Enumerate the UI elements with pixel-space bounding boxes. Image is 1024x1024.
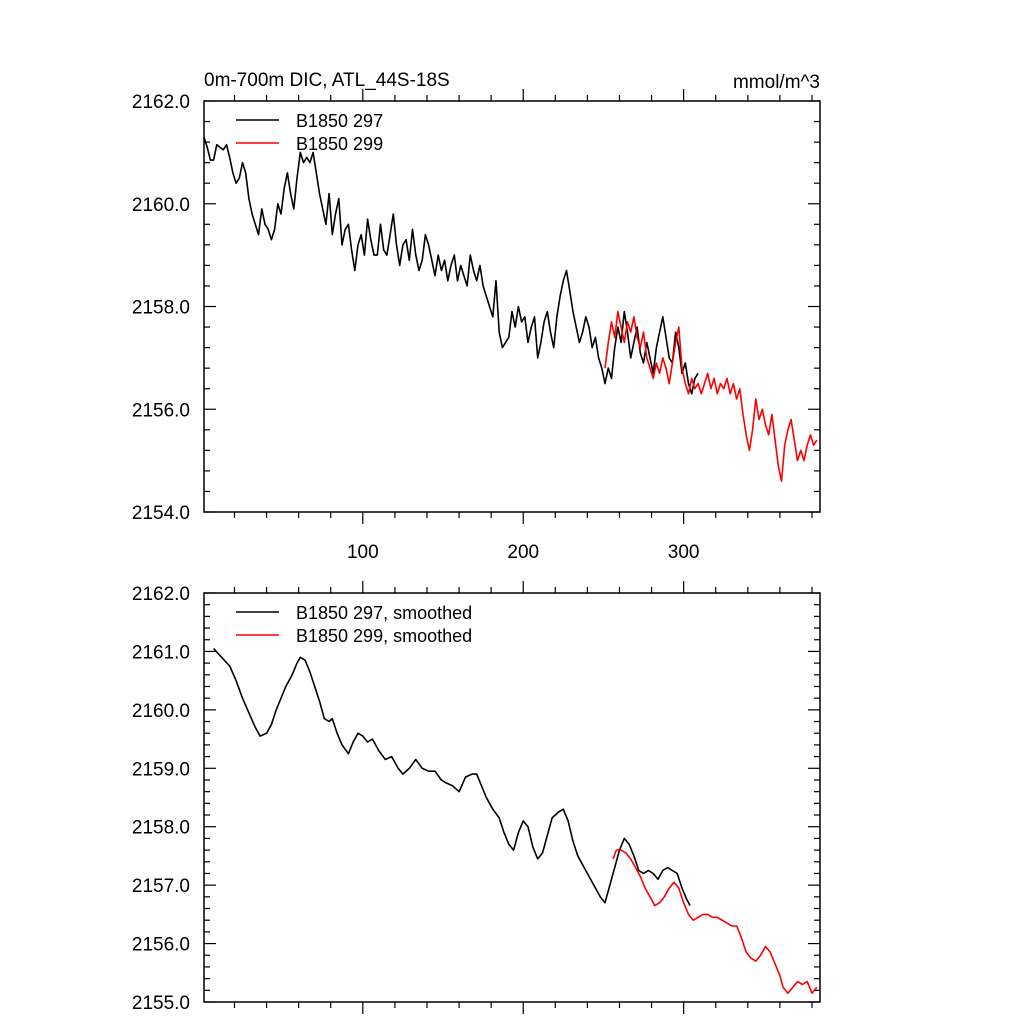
bottom-legend: B1850 297, smoothed B1850 299, smoothed (236, 603, 472, 646)
series-line-b1850-299-smoothed (612, 849, 818, 994)
y-tick-label: 2162.0 (132, 584, 190, 605)
top-legend-label-299: B1850 299 (296, 134, 383, 154)
bottom-series (213, 647, 818, 994)
top-chart-units: mmol/m^3 (733, 72, 820, 93)
series-line-b1850-299 (604, 310, 818, 482)
y-tick-label: 2157.0 (132, 876, 190, 897)
y-tick-label: 2160.0 (132, 195, 190, 216)
x-tick-label: 300 (668, 542, 700, 563)
y-tick-label: 2159.0 (132, 759, 190, 780)
top-panel: 0m-700m DIC, ATL_44S-18S mmol/m^3 2154.0… (132, 70, 821, 563)
top-y-tick-labels: 2154.0 2156.0 2158.0 2160.0 2162.0 (132, 92, 190, 524)
top-legend-label-297: B1850 297 (296, 111, 383, 131)
y-tick-label: 2156.0 (132, 935, 190, 956)
bottom-legend-label-297: B1850 297, smoothed (296, 603, 472, 623)
y-tick-label: 2158.0 (132, 298, 190, 319)
top-chart-title: 0m-700m DIC, ATL_44S-18S (204, 70, 450, 91)
series-line-b1850-297-smoothed (213, 647, 691, 906)
bottom-y-tick-labels: 2155.0 2156.0 2157.0 2158.0 2159.0 2160.0 2161… (132, 584, 190, 1014)
series-line-b1850-297 (203, 136, 699, 395)
y-tick-label: 2156.0 (132, 400, 190, 421)
top-legend: B1850 297 B1850 299 (236, 111, 383, 154)
bottom-plot-frame (203, 592, 821, 1003)
top-x-tick-labels: 100 200 300 (347, 542, 700, 563)
y-tick-label: 2161.0 (132, 642, 190, 663)
top-series (203, 136, 818, 482)
y-tick-label: 2154.0 (132, 503, 190, 524)
x-tick-label: 100 (347, 542, 379, 563)
y-tick-label: 2160.0 (132, 701, 190, 722)
x-tick-label: 200 (507, 542, 539, 563)
y-tick-label: 2162.0 (132, 92, 190, 113)
bottom-panel: 2155.0 2156.0 2157.0 2158.0 2159.0 2160.0 2161… (132, 581, 821, 1014)
bottom-legend-label-299: B1850 299, smoothed (296, 626, 472, 646)
y-tick-label: 2155.0 (132, 993, 190, 1014)
top-ticks (204, 89, 820, 524)
y-tick-label: 2158.0 (132, 818, 190, 839)
top-plot-frame (203, 100, 821, 513)
